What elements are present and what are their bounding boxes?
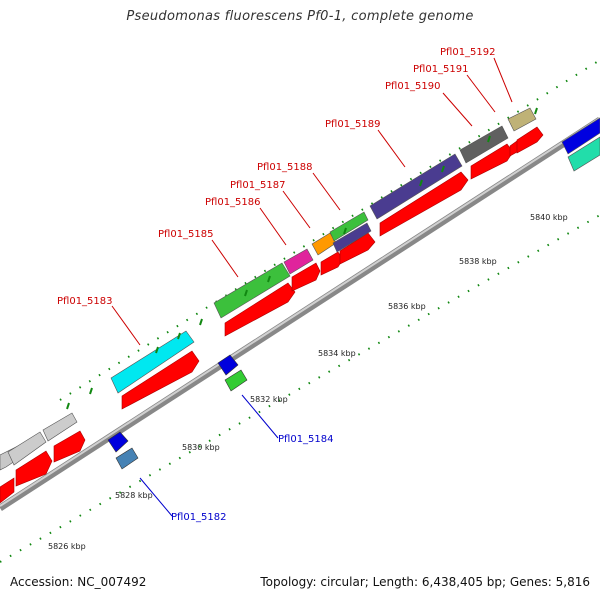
gene-blocks — [0, 107, 600, 471]
tick-label: 5826 kbp — [48, 542, 86, 551]
gene-label[interactable]: Pfl01_5187 — [230, 180, 286, 191]
cds-arrow[interactable] — [53, 430, 86, 463]
cds-arrow[interactable] — [516, 126, 544, 154]
tick-label: 5828 kbp — [115, 491, 153, 500]
gene-label[interactable]: Pfl01_5183 — [57, 296, 113, 307]
cds-arrow[interactable] — [121, 350, 200, 410]
kbp-labels: 5826 kbp 5828 kbp 5830 kbp 5832 kbp 5834… — [48, 213, 568, 551]
gene-block-blue[interactable] — [217, 354, 239, 376]
gene-block-mint[interactable] — [567, 136, 600, 172]
cds-track — [0, 126, 544, 504]
top-ticks — [66, 107, 538, 410]
gene-block-darkgrey[interactable] — [459, 125, 509, 164]
gene-label[interactable]: Pfl01_5186 — [205, 197, 261, 208]
accession-text: Accession: NC_007492 — [10, 575, 147, 589]
gene-block-blue[interactable] — [107, 431, 129, 453]
gene-block-grey[interactable] — [7, 431, 47, 466]
cds-arrow[interactable] — [379, 171, 469, 237]
gene-block-green[interactable] — [329, 211, 369, 242]
leader-lines-top — [111, 57, 513, 346]
gene-label[interactable]: Pfl01_5190 — [385, 81, 441, 92]
cds-arrow[interactable] — [0, 477, 15, 504]
tick-label: 5832 kbp — [250, 395, 288, 404]
gene-label[interactable]: Pfl01_5185 — [158, 229, 214, 240]
gene-label[interactable]: Pfl01_5189 — [325, 119, 381, 130]
cds-arrow[interactable] — [224, 282, 296, 337]
tick-label: 5830 kbp — [182, 443, 220, 452]
scale-dots — [0, 59, 600, 563]
gene-block-magenta[interactable] — [283, 248, 314, 275]
genome-summary: Topology: circular; Length: 6,438,405 bp… — [260, 575, 590, 589]
gene-block-navy[interactable] — [369, 153, 463, 220]
gene-label[interactable]: Pfl01_5191 — [413, 64, 469, 75]
gene-block-navy[interactable] — [332, 222, 372, 253]
tick-label: 5836 kbp — [388, 302, 426, 311]
gene-block-steelblue[interactable] — [115, 447, 139, 470]
gene-label[interactable]: Pfl01_5188 — [257, 162, 313, 173]
cds-arrow[interactable] — [470, 143, 514, 180]
gene-label[interactable]: Pfl01_5192 — [440, 47, 496, 58]
gene-block-blue[interactable] — [561, 117, 600, 155]
gene-labels-top: Pfl01_5183 Pfl01_5185 Pfl01_5186 Pfl01_5… — [57, 47, 496, 307]
gene-block-khaki[interactable] — [507, 107, 537, 132]
gene-block-green[interactable] — [213, 262, 291, 319]
tick-label: 5834 kbp — [318, 349, 356, 358]
gene-label[interactable]: Pfl01_5182 — [171, 512, 227, 523]
cds-arrow[interactable] — [291, 262, 321, 292]
cds-arrow[interactable] — [15, 450, 53, 487]
genome-backbone — [0, 117, 600, 511]
tick-label: 5838 kbp — [459, 257, 497, 266]
map-title: Pseudomonas fluorescens Pf0-1, complete … — [126, 9, 474, 24]
gene-block-cyan[interactable] — [110, 330, 195, 394]
tick-label: 5840 kbp — [530, 213, 568, 222]
gene-block-green[interactable] — [224, 369, 248, 392]
gene-labels-bottom: Pfl01_5182 Pfl01_5184 — [171, 434, 334, 523]
gene-label[interactable]: Pfl01_5184 — [278, 434, 334, 445]
gene-block-grey[interactable] — [42, 412, 78, 442]
leader-lines-bottom — [139, 394, 279, 517]
reverse-gene-blocks — [107, 354, 248, 470]
